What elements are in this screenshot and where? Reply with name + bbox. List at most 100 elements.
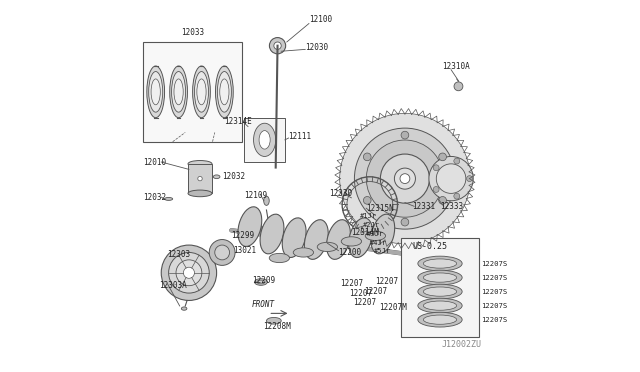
Ellipse shape — [349, 218, 372, 257]
Circle shape — [454, 158, 460, 164]
Ellipse shape — [197, 79, 206, 105]
Circle shape — [454, 193, 460, 199]
Ellipse shape — [424, 259, 456, 268]
Ellipse shape — [341, 237, 362, 246]
Text: 12207S: 12207S — [481, 289, 507, 295]
Text: 12303: 12303 — [167, 250, 190, 259]
Ellipse shape — [293, 248, 314, 257]
Ellipse shape — [220, 79, 229, 105]
Ellipse shape — [269, 253, 289, 263]
Text: #2Jr: #2Jr — [363, 222, 380, 228]
Circle shape — [401, 218, 409, 226]
Ellipse shape — [257, 280, 265, 284]
Ellipse shape — [365, 231, 385, 240]
Circle shape — [433, 165, 439, 171]
Text: 12314M: 12314M — [351, 228, 379, 237]
Text: 12207S: 12207S — [481, 260, 507, 266]
Circle shape — [364, 196, 371, 204]
Text: #3Jr: #3Jr — [367, 231, 383, 237]
Ellipse shape — [371, 214, 395, 254]
Ellipse shape — [188, 190, 212, 197]
Text: 12299: 12299 — [232, 231, 255, 240]
Text: 12207: 12207 — [349, 289, 372, 298]
Circle shape — [209, 240, 235, 265]
Circle shape — [215, 245, 230, 260]
Circle shape — [168, 253, 209, 293]
Ellipse shape — [418, 270, 462, 285]
Text: #4Jr: #4Jr — [370, 240, 387, 246]
Circle shape — [454, 82, 463, 91]
Ellipse shape — [147, 66, 164, 118]
Ellipse shape — [326, 220, 350, 259]
Bar — [188, 164, 212, 193]
Circle shape — [439, 196, 447, 204]
Text: 13021: 13021 — [233, 246, 257, 255]
Ellipse shape — [170, 66, 188, 118]
Text: J12002ZU: J12002ZU — [442, 340, 482, 349]
Circle shape — [161, 245, 216, 301]
Ellipse shape — [218, 71, 232, 112]
Ellipse shape — [317, 242, 337, 251]
Text: 12030: 12030 — [305, 43, 328, 52]
Circle shape — [176, 260, 202, 286]
Text: 12207: 12207 — [364, 287, 387, 296]
Ellipse shape — [188, 161, 212, 167]
Text: 12207S: 12207S — [481, 303, 507, 309]
Ellipse shape — [181, 307, 187, 310]
Text: 12207: 12207 — [353, 298, 376, 307]
Bar — [143, 42, 243, 142]
Circle shape — [436, 164, 466, 193]
Text: 12207M: 12207M — [379, 303, 407, 312]
Text: 12109: 12109 — [244, 191, 268, 200]
Circle shape — [340, 113, 470, 244]
Circle shape — [269, 38, 285, 54]
Ellipse shape — [424, 301, 456, 310]
Text: 12207S: 12207S — [481, 275, 507, 280]
Text: 12330: 12330 — [329, 189, 353, 198]
Circle shape — [380, 154, 429, 203]
Ellipse shape — [213, 175, 220, 179]
Text: 12315N: 12315N — [366, 203, 394, 213]
Text: 12100: 12100 — [309, 15, 332, 24]
Ellipse shape — [164, 198, 173, 201]
Text: 12033: 12033 — [181, 28, 204, 37]
Bar — [244, 118, 285, 162]
Text: 12331: 12331 — [412, 202, 435, 211]
Ellipse shape — [418, 256, 462, 271]
Ellipse shape — [282, 218, 306, 257]
Ellipse shape — [424, 273, 456, 282]
Circle shape — [394, 168, 415, 189]
Circle shape — [433, 186, 439, 192]
Ellipse shape — [260, 214, 284, 254]
Circle shape — [401, 131, 409, 139]
Ellipse shape — [418, 284, 462, 299]
Text: 12207: 12207 — [374, 277, 398, 286]
Circle shape — [184, 267, 195, 278]
Circle shape — [439, 153, 447, 161]
Text: 12207S: 12207S — [481, 317, 507, 323]
Ellipse shape — [266, 317, 281, 324]
Text: 12310A: 12310A — [442, 61, 470, 71]
Text: 12032: 12032 — [143, 193, 166, 202]
Text: 12010: 12010 — [143, 157, 166, 167]
Ellipse shape — [174, 79, 183, 105]
Circle shape — [364, 153, 371, 161]
Ellipse shape — [172, 71, 186, 112]
Text: 12111: 12111 — [289, 132, 312, 141]
Ellipse shape — [193, 66, 211, 118]
Text: FRONT: FRONT — [252, 300, 275, 310]
Circle shape — [400, 174, 410, 183]
Ellipse shape — [255, 279, 268, 285]
Text: 12303A: 12303A — [159, 281, 187, 290]
Ellipse shape — [264, 196, 269, 205]
Circle shape — [429, 157, 473, 201]
Text: 12209: 12209 — [252, 276, 275, 285]
Text: 12032: 12032 — [222, 172, 245, 181]
Ellipse shape — [151, 79, 160, 105]
Ellipse shape — [198, 176, 202, 181]
Circle shape — [355, 128, 456, 229]
Ellipse shape — [424, 287, 456, 296]
Text: #1Jr: #1Jr — [360, 212, 376, 218]
Circle shape — [366, 140, 444, 217]
Ellipse shape — [305, 220, 328, 259]
